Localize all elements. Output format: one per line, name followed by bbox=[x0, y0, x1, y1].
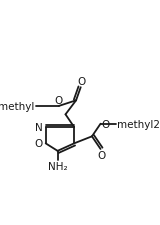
Text: methyl: methyl bbox=[0, 101, 35, 111]
Text: N: N bbox=[35, 122, 43, 132]
Text: O: O bbox=[97, 150, 106, 160]
Text: O: O bbox=[77, 77, 85, 87]
Text: methyl2: methyl2 bbox=[117, 119, 160, 129]
Text: O: O bbox=[55, 95, 63, 105]
Text: NH₂: NH₂ bbox=[48, 162, 67, 171]
Text: O: O bbox=[102, 119, 110, 129]
Text: O: O bbox=[35, 139, 43, 149]
